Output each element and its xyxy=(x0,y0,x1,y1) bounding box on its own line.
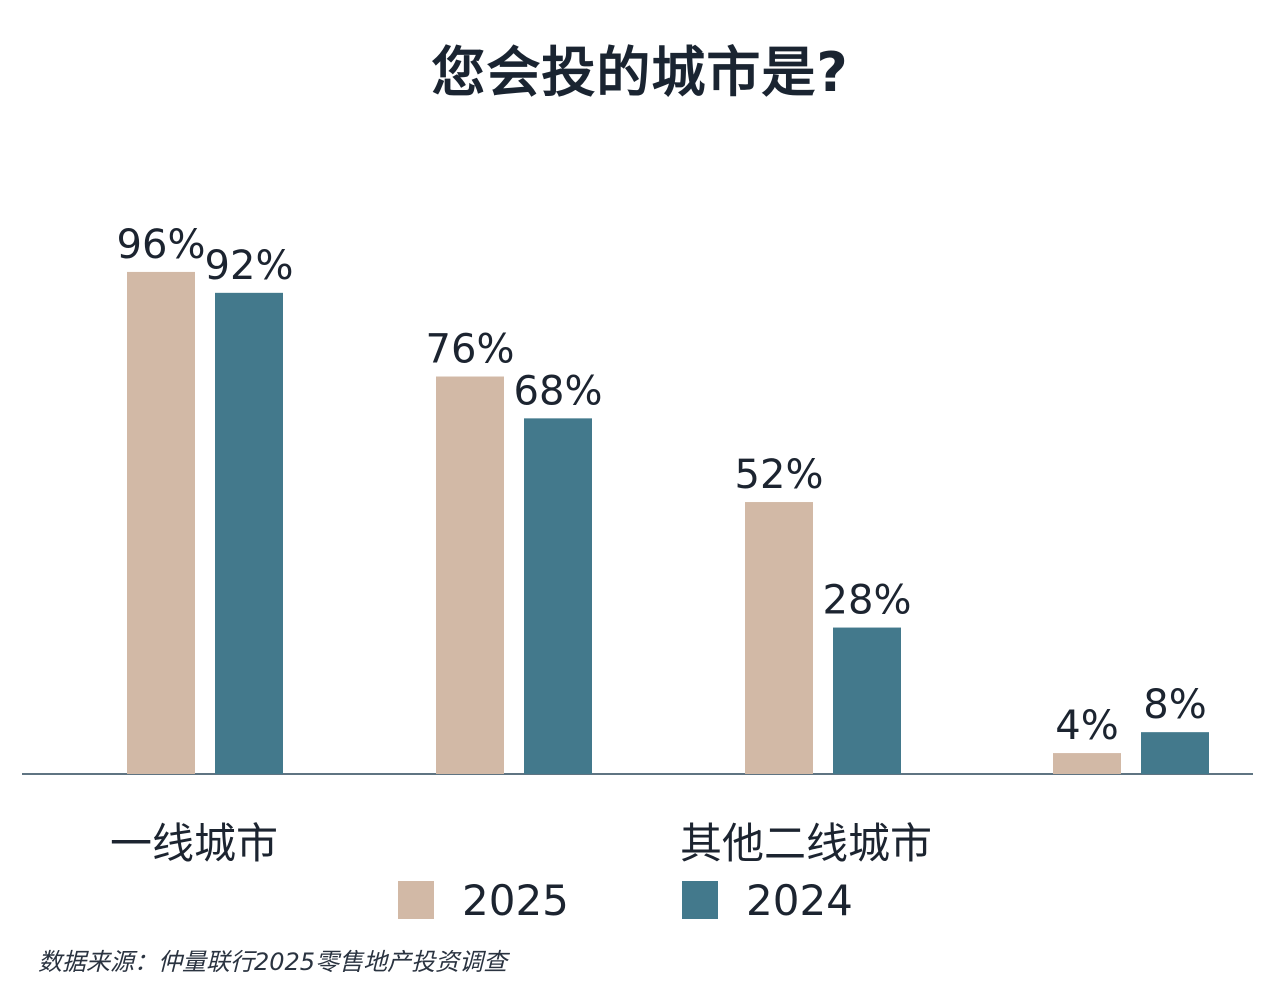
bar-2025-3 xyxy=(1053,753,1121,774)
bar-chart: 96% 92% 76%68% 52% 28% 4% 8% xyxy=(22,222,1253,775)
data-label-2025-1: 76% xyxy=(426,327,515,373)
category-label-tier1: 一线城市 xyxy=(110,819,279,868)
data-label-2025-3: 4% xyxy=(1055,703,1118,749)
bar-2024-1 xyxy=(524,418,592,774)
source-note: 数据来源：仲量联行2025零售地产投资调查 xyxy=(38,948,508,976)
legend-swatch-2025 xyxy=(398,881,434,919)
data-label-2024-0: 92% xyxy=(205,243,294,289)
legend-label-2024: 2024 xyxy=(746,876,853,925)
legend-label-2025: 2025 xyxy=(462,876,569,925)
data-label-2024-3: 8% xyxy=(1143,682,1206,728)
bar-2024-0 xyxy=(215,292,283,774)
data-label-2025-2: 52% xyxy=(735,452,824,498)
chart-title: 您会投的城市是? xyxy=(431,41,849,104)
bar-2025-0 xyxy=(127,271,195,774)
data-label-2024-2: 28% xyxy=(823,578,912,624)
legend-swatch-2024 xyxy=(682,881,718,919)
bar-2025-1 xyxy=(436,376,504,774)
bar-2024-3 xyxy=(1141,732,1209,774)
bar-2024-2 xyxy=(833,627,901,774)
data-label-2024-1: 68% xyxy=(514,368,603,414)
legend: 2025 2024 xyxy=(0,876,1280,926)
bar-2025-2 xyxy=(745,502,813,774)
data-label-2025-0: 96% xyxy=(117,222,206,268)
category-label-other-tier2: 其他二线城市 xyxy=(680,819,933,868)
